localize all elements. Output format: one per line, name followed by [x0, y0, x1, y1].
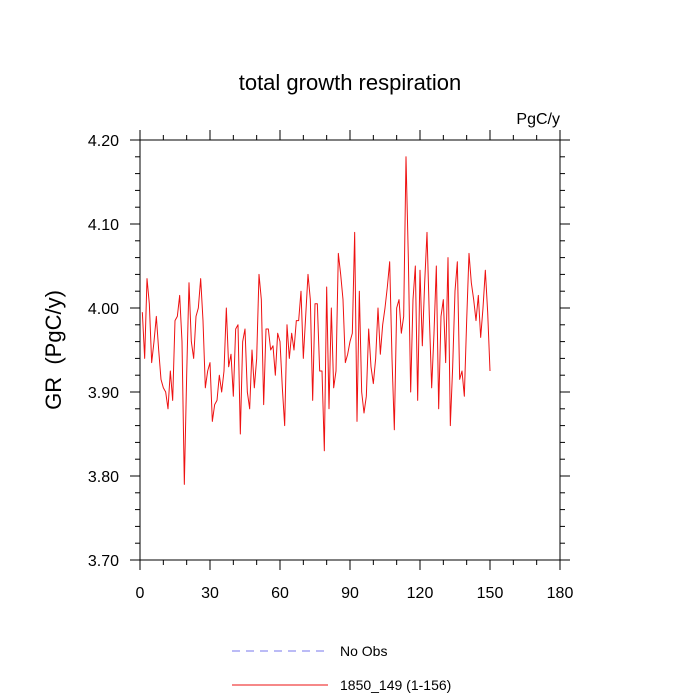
- plot-frame: [139, 139, 561, 561]
- y-tick-label: 4.20: [88, 133, 119, 150]
- y-tick-label: 3.90: [88, 385, 119, 402]
- x-tick-label: 0: [136, 585, 145, 602]
- x-tick-label: 120: [407, 585, 434, 602]
- x-tick-label: 90: [341, 585, 359, 602]
- y-tick-labels: 3.70 3.80 3.90 4.00 4.10 4.20: [88, 133, 119, 570]
- legend-label: No Obs: [340, 643, 387, 659]
- y-ticks-minor: [135, 139, 565, 561]
- x-ticks-major: [139, 130, 561, 570]
- series-line: [141, 156, 491, 485]
- x-tick-label: 150: [477, 585, 504, 602]
- y-tick-label: 4.10: [88, 217, 119, 234]
- y-tick-label: 4.00: [88, 301, 119, 318]
- y-tick-label: 3.80: [88, 469, 119, 486]
- y-tick-label: 3.70: [88, 553, 119, 570]
- legend-label: 1850_149 (1-156): [340, 677, 451, 693]
- x-ticks-minor: [139, 135, 561, 565]
- y-ticks-major: [130, 139, 570, 561]
- y-axis-label: GR (PgC/y): [41, 290, 66, 410]
- x-tick-labels: 0 30 60 90 120 150 180: [136, 585, 574, 602]
- units-label: PgC/y: [516, 111, 560, 128]
- legend: No Obs 1850_149 (1-156): [232, 643, 451, 693]
- x-tick-label: 60: [271, 585, 289, 602]
- x-tick-label: 180: [547, 585, 574, 602]
- x-tick-label: 30: [201, 585, 219, 602]
- series-group: [141, 156, 491, 485]
- chart-title: total growth respiration: [239, 70, 462, 95]
